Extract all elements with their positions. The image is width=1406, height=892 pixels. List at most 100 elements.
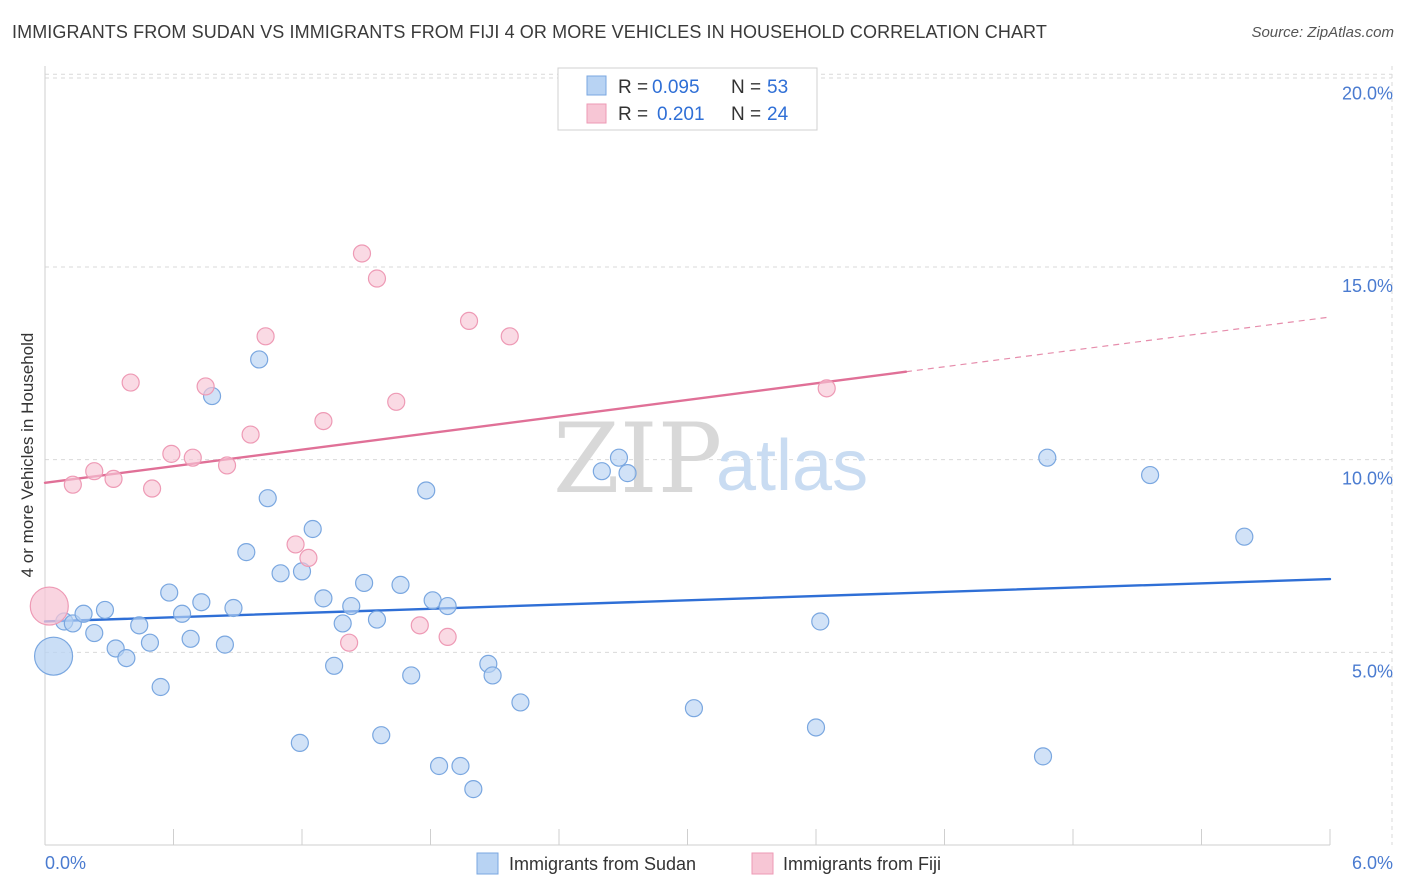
point-sudan: [33, 636, 74, 676]
watermark-zip: ZIP: [553, 403, 722, 515]
point-fiji: [256, 327, 275, 346]
legend-r-value-sudan: 0.095: [652, 77, 700, 98]
point-fiji: [314, 411, 333, 431]
source-label: Source: ZipAtlas.com: [1251, 24, 1394, 41]
point-sudan: [592, 462, 611, 481]
point-sudan: [271, 564, 290, 583]
point-sudan: [224, 598, 243, 618]
point-sudan: [451, 756, 470, 776]
point-sudan: [806, 718, 826, 737]
bottom-legend-swatch-fiji: [751, 852, 774, 875]
point-sudan: [290, 733, 309, 752]
bottom-legend-label-fiji: Immigrants from Fiji: [783, 854, 941, 874]
point-fiji: [387, 392, 406, 411]
bottom-legend-swatch-sudan: [476, 852, 499, 875]
point-fiji: [29, 586, 69, 626]
bottom-legend: Immigrants from Sudan Immigrants from Fi…: [476, 852, 941, 875]
watermark-atlas: atlas: [716, 426, 868, 506]
point-fiji: [121, 373, 140, 392]
legend-n-value-sudan: 53: [767, 77, 788, 98]
point-sudan: [1140, 465, 1160, 485]
point-fiji: [196, 377, 215, 396]
point-sudan: [95, 600, 115, 620]
point-sudan: [250, 350, 269, 369]
point-fiji: [817, 379, 836, 398]
point-fiji: [63, 475, 82, 494]
point-sudan: [237, 543, 256, 562]
point-fiji: [286, 535, 305, 554]
point-sudan: [74, 604, 93, 623]
point-sudan: [355, 573, 374, 593]
point-sudan: [85, 623, 104, 643]
data-points: [29, 244, 1254, 799]
point-sudan: [140, 633, 160, 652]
point-fiji: [142, 479, 162, 498]
x-tick-label: 6.0%: [1352, 853, 1393, 873]
point-sudan: [215, 635, 234, 654]
watermark: ZIP atlas: [553, 403, 868, 515]
point-sudan: [1235, 527, 1254, 546]
legend-n-label-sudan: N =: [731, 77, 761, 98]
point-sudan: [172, 604, 192, 623]
point-sudan: [367, 610, 387, 629]
point-fiji: [241, 425, 260, 444]
point-sudan: [1033, 747, 1053, 766]
point-fiji: [340, 633, 359, 652]
point-sudan: [160, 583, 179, 602]
chart-title: IMMIGRANTS FROM SUDAN VS IMMIGRANTS FROM…: [12, 22, 1047, 42]
point-fiji: [183, 448, 202, 467]
point-fiji: [367, 269, 387, 288]
point-sudan: [684, 699, 704, 718]
point-sudan: [483, 666, 502, 685]
legend: R = 0.095 N = 53 R = 0.201 N = 24: [557, 67, 818, 131]
y-tick-label: 20.0%: [1342, 83, 1393, 103]
point-sudan: [429, 756, 449, 776]
point-sudan: [151, 677, 170, 697]
point-sudan: [1038, 448, 1057, 467]
point-sudan: [303, 519, 322, 539]
axes: [44, 66, 1331, 846]
trend-line-sudan: [43, 577, 1332, 623]
legend-r-label-sudan: R =: [618, 77, 648, 98]
point-sudan: [609, 448, 629, 467]
point-fiji: [85, 462, 104, 481]
legend-swatch-fiji: [586, 103, 607, 124]
y-tick-label: 5.0%: [1352, 661, 1393, 681]
point-sudan: [511, 693, 530, 712]
point-sudan: [130, 616, 149, 635]
point-sudan: [811, 612, 830, 631]
legend-n-value-fiji: 24: [767, 104, 789, 125]
point-sudan: [258, 489, 277, 508]
point-sudan: [402, 666, 421, 685]
point-sudan: [192, 593, 211, 612]
point-sudan: [333, 614, 352, 633]
point-sudan: [391, 575, 410, 594]
legend-r-label-fiji: R =: [618, 104, 648, 125]
legend-r-value-fiji: 0.201: [657, 104, 705, 125]
point-fiji: [162, 444, 181, 463]
point-fiji: [438, 627, 457, 647]
tick-labels: 5.0% 10.0% 15.0% 20.0% 0.0% 6.0%: [45, 83, 1393, 873]
point-fiji: [500, 327, 519, 346]
bottom-legend-label-sudan: Immigrants from Sudan: [509, 854, 696, 874]
point-sudan: [618, 464, 637, 483]
point-sudan: [314, 589, 333, 608]
point-sudan: [342, 596, 361, 616]
point-sudan: [325, 656, 344, 675]
y-tick-label: 10.0%: [1342, 469, 1393, 489]
y-tick-label: 15.0%: [1342, 276, 1393, 296]
point-fiji: [410, 616, 429, 635]
point-sudan: [117, 648, 136, 668]
point-fiji: [352, 244, 372, 263]
point-fiji: [299, 548, 318, 568]
point-sudan: [438, 596, 457, 616]
grid-lines: [45, 66, 1393, 845]
point-sudan: [181, 629, 200, 648]
point-sudan: [417, 481, 436, 500]
point-sudan: [464, 780, 483, 799]
point-fiji: [459, 311, 479, 331]
trend-line-dashed-fiji: [905, 316, 1331, 373]
point-fiji: [217, 456, 237, 475]
legend-n-label-fiji: N =: [731, 104, 761, 125]
